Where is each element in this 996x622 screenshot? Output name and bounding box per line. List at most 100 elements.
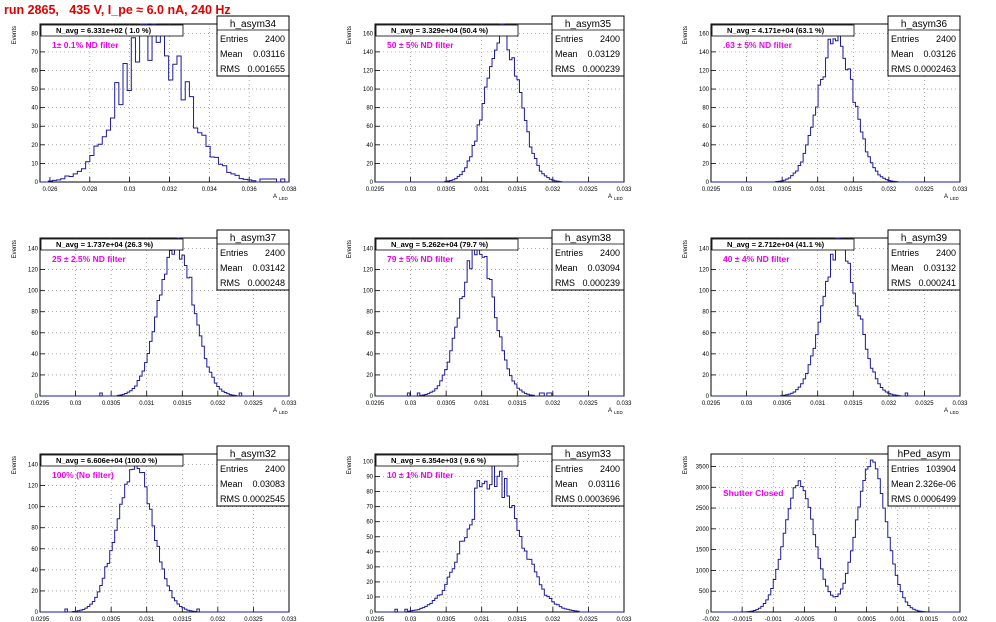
stats-title: h_asym35 <box>565 19 612 30</box>
stats-value-mean: 0.03116 <box>253 49 285 59</box>
y-tick-label: 30 <box>31 124 38 130</box>
panel-h_asym32: 0.0295 0.03 0.0305 0.031 0.0315 0.032 0.0325 0.… <box>12 445 297 622</box>
y-axis-label: Events <box>683 240 689 258</box>
x-tick-label: 0 <box>834 617 838 622</box>
y-tick-label: 160 <box>699 31 710 37</box>
stats-value-entries: 2400 <box>936 248 956 258</box>
stats-value-rms: 0.000248 <box>247 278 285 288</box>
stats-value-mean: 0.03083 <box>252 479 285 489</box>
x-tick-label: 0.03 <box>741 401 753 407</box>
x-tick-label: 0.033 <box>616 187 632 193</box>
y-tick-label: 3000 <box>696 485 710 491</box>
x-tick-label: 0.002 <box>952 617 968 622</box>
y-tick-label: 100 <box>363 460 374 466</box>
y-tick-label: 0 <box>706 394 710 400</box>
filter-label: 100% (No filter) <box>52 470 114 480</box>
y-tick-label: 80 <box>702 310 709 316</box>
x-tick-label: 0.033 <box>281 617 297 622</box>
y-tick-label: 40 <box>702 352 709 358</box>
y-tick-label: 20 <box>702 161 709 167</box>
y-tick-label: 20 <box>366 373 373 379</box>
y-tick-label: 100 <box>363 289 374 295</box>
x-tick-label: 0.028 <box>82 187 98 193</box>
histogram-series <box>711 459 960 613</box>
y-tick-label: 100 <box>363 87 374 93</box>
run-title: run 2865, 435 V, I_pe ≈ 6.0 nA, 240 Hz <box>4 3 231 17</box>
y-tick-label: 70 <box>31 50 38 56</box>
histogram-series <box>711 237 960 397</box>
stats-key-rms: RMS <box>891 64 911 74</box>
y-tick-label: 20 <box>31 143 38 149</box>
stats-key-mean: Mean <box>555 479 578 489</box>
y-tick-label: 140 <box>699 247 710 253</box>
y-tick-label: 0 <box>370 394 374 400</box>
x-tick-label: 0.038 <box>281 187 297 193</box>
stats-key-rms: RMS <box>555 278 575 288</box>
x-tick-label: -0.001 <box>765 617 783 622</box>
y-tick-label: 60 <box>366 124 373 130</box>
y-tick-label: 0 <box>370 180 374 186</box>
x-tick-label: 0.001 <box>890 617 906 622</box>
y-tick-label: 100 <box>699 289 710 295</box>
x-tick-label: 0.033 <box>952 401 968 407</box>
stats-key-entries: Entries <box>220 248 249 258</box>
y-tick-label: 0 <box>706 610 710 616</box>
navg-label: N_avg = 2.712e+04 (41.1 %) <box>727 240 825 249</box>
stats-box <box>216 15 290 77</box>
stats-key-mean: Mean <box>220 479 243 489</box>
x-tick-label: 0.033 <box>281 401 297 407</box>
stats-value-rms: 0.0003696 <box>577 494 620 504</box>
y-tick-label: 120 <box>28 268 39 274</box>
x-tick-label: 0.031 <box>474 617 490 622</box>
stats-value-rms: 0.000241 <box>918 278 956 288</box>
histogram-series <box>375 460 624 613</box>
stats-title: h_asym38 <box>565 233 612 244</box>
stats-value-mean: 2.326e-06 <box>915 479 956 489</box>
filter-label: 40 ± 4% ND filter <box>723 254 790 264</box>
stats-key-mean: Mean <box>891 263 914 273</box>
y-tick-label: 140 <box>28 463 39 469</box>
x-tick-label: 0.0295 <box>31 401 50 407</box>
y-tick-label: 20 <box>702 373 709 379</box>
x-tick-label: 0.0305 <box>437 401 456 407</box>
y-tick-label: 80 <box>702 106 709 112</box>
x-tick-label: 0.0315 <box>508 187 527 193</box>
x-tick-label: 0.033 <box>952 187 968 193</box>
navg-box <box>375 238 519 251</box>
stats-key-mean: Mean <box>891 49 914 59</box>
stats-value-rms: 0.0002463 <box>913 64 956 74</box>
stats-value-entries: 2400 <box>265 248 285 258</box>
y-tick-label: 60 <box>702 331 709 337</box>
panel-h_asym35: 0.0295 0.03 0.0305 0.031 0.0315 0.032 0.0325 0.… <box>347 15 632 201</box>
x-tick-label: 0.03 <box>405 617 417 622</box>
stats-title: h_asym36 <box>901 19 948 30</box>
x-tick-label: 0.0305 <box>102 401 121 407</box>
filter-label: 1± 0.1% ND filter <box>52 40 119 50</box>
x-tick-label: 0.0325 <box>244 401 263 407</box>
y-tick-label: 140 <box>699 50 710 56</box>
stats-value-rms: 0.000239 <box>582 64 620 74</box>
x-tick-label: 0.03 <box>124 187 136 193</box>
navg-box <box>375 24 519 37</box>
stats-value-mean: 0.03126 <box>923 49 956 59</box>
y-tick-label: 10 <box>366 595 373 601</box>
histogram-series <box>375 240 624 397</box>
y-axis-label: Events <box>683 456 689 474</box>
stats-key-rms: RMS <box>220 278 240 288</box>
x-tick-label: 0.032 <box>881 187 897 193</box>
x-axis-label-sub: LED <box>279 410 289 415</box>
panel-h_asym34: 0.026 0.028 0.03 0.032 0.034 0.036 0.038 0 10 20 3… <box>12 15 297 201</box>
x-axis-label: A <box>273 408 277 414</box>
y-tick-label: 140 <box>363 247 374 253</box>
y-tick-label: 70 <box>366 505 373 511</box>
histogram-series <box>375 23 624 183</box>
y-tick-label: 3500 <box>696 464 710 470</box>
x-tick-label: 0.0315 <box>173 401 192 407</box>
y-tick-label: 50 <box>31 87 38 93</box>
stats-value-entries: 2400 <box>265 464 285 474</box>
y-tick-label: 2500 <box>696 506 710 512</box>
x-tick-label: 0.032 <box>210 401 226 407</box>
panel-h_asym38: 0.0295 0.03 0.0305 0.031 0.0315 0.032 0.0325 0.… <box>347 229 632 415</box>
histogram-series <box>40 237 289 397</box>
stats-title: h_asym32 <box>230 449 277 460</box>
